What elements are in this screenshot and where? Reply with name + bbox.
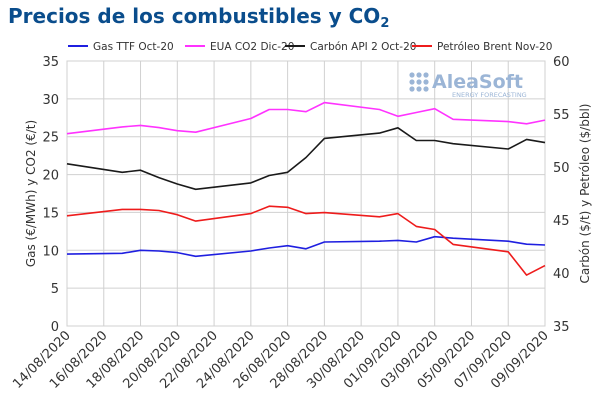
chart-title-subscript: 2 (380, 16, 390, 31)
aleasoft-logo: AleaSoft ENERGY FORECASTING (409, 71, 527, 99)
legend-label-0: Gas TTF Oct-20 (93, 41, 174, 53)
axes-layer: 0510152025303535404550556014/08/202016/0… (10, 55, 592, 392)
left-axis-tick-label: 5 (51, 282, 59, 297)
right-axis-tick-label: 60 (553, 55, 570, 70)
legend-label-1: EUA CO2 Dic-20 (210, 41, 294, 53)
right-axis-label: Carbón ($/t) y Petróleo ($/bbl) (578, 104, 592, 284)
left-axis-tick-label: 20 (42, 169, 59, 184)
series-line-2 (66, 127, 546, 191)
right-axis-tick-label: 50 (553, 161, 570, 176)
right-axis-tick-label: 55 (553, 108, 570, 123)
right-axis-tick-label: 45 (553, 214, 570, 229)
series-line-1 (66, 101, 546, 135)
left-axis-tick-label: 25 (42, 131, 59, 146)
legend: Gas TTF Oct-20 EUA CO2 Dic-20 Carbón API 2… (68, 41, 552, 53)
chart-title-main: Precios de los combustibles y CO (8, 4, 381, 28)
left-axis-tick-label: 30 (42, 93, 59, 108)
aleasoft-logo-text: AleaSoft (432, 71, 523, 93)
right-axis-tick-label: 40 (553, 267, 570, 282)
plot-frame (66, 60, 546, 327)
left-axis-tick-label: 35 (42, 55, 59, 70)
series-line-0 (66, 235, 546, 258)
right-axis-tick-label: 35 (553, 320, 570, 335)
aleasoft-logo-mark (409, 72, 429, 92)
legend-label-3: Petróleo Brent Nov-20 (437, 41, 552, 53)
series-layer (66, 101, 546, 276)
left-axis-label: Gas (€/MWh) y CO2 (€/t) (24, 120, 38, 267)
left-axis-tick-label: 10 (42, 244, 59, 259)
aleasoft-logo-tagline: ENERGY FORECASTING (452, 91, 527, 99)
series-line-3 (66, 205, 546, 276)
grid-layer (66, 60, 546, 327)
left-axis-tick-label: 15 (42, 206, 59, 221)
chart-title: Precios de los combustibles y CO2 (8, 4, 389, 31)
left-axis-tick-label: 0 (51, 320, 59, 335)
legend-label-2: Carbón API 2 Oct-20 (310, 41, 416, 53)
